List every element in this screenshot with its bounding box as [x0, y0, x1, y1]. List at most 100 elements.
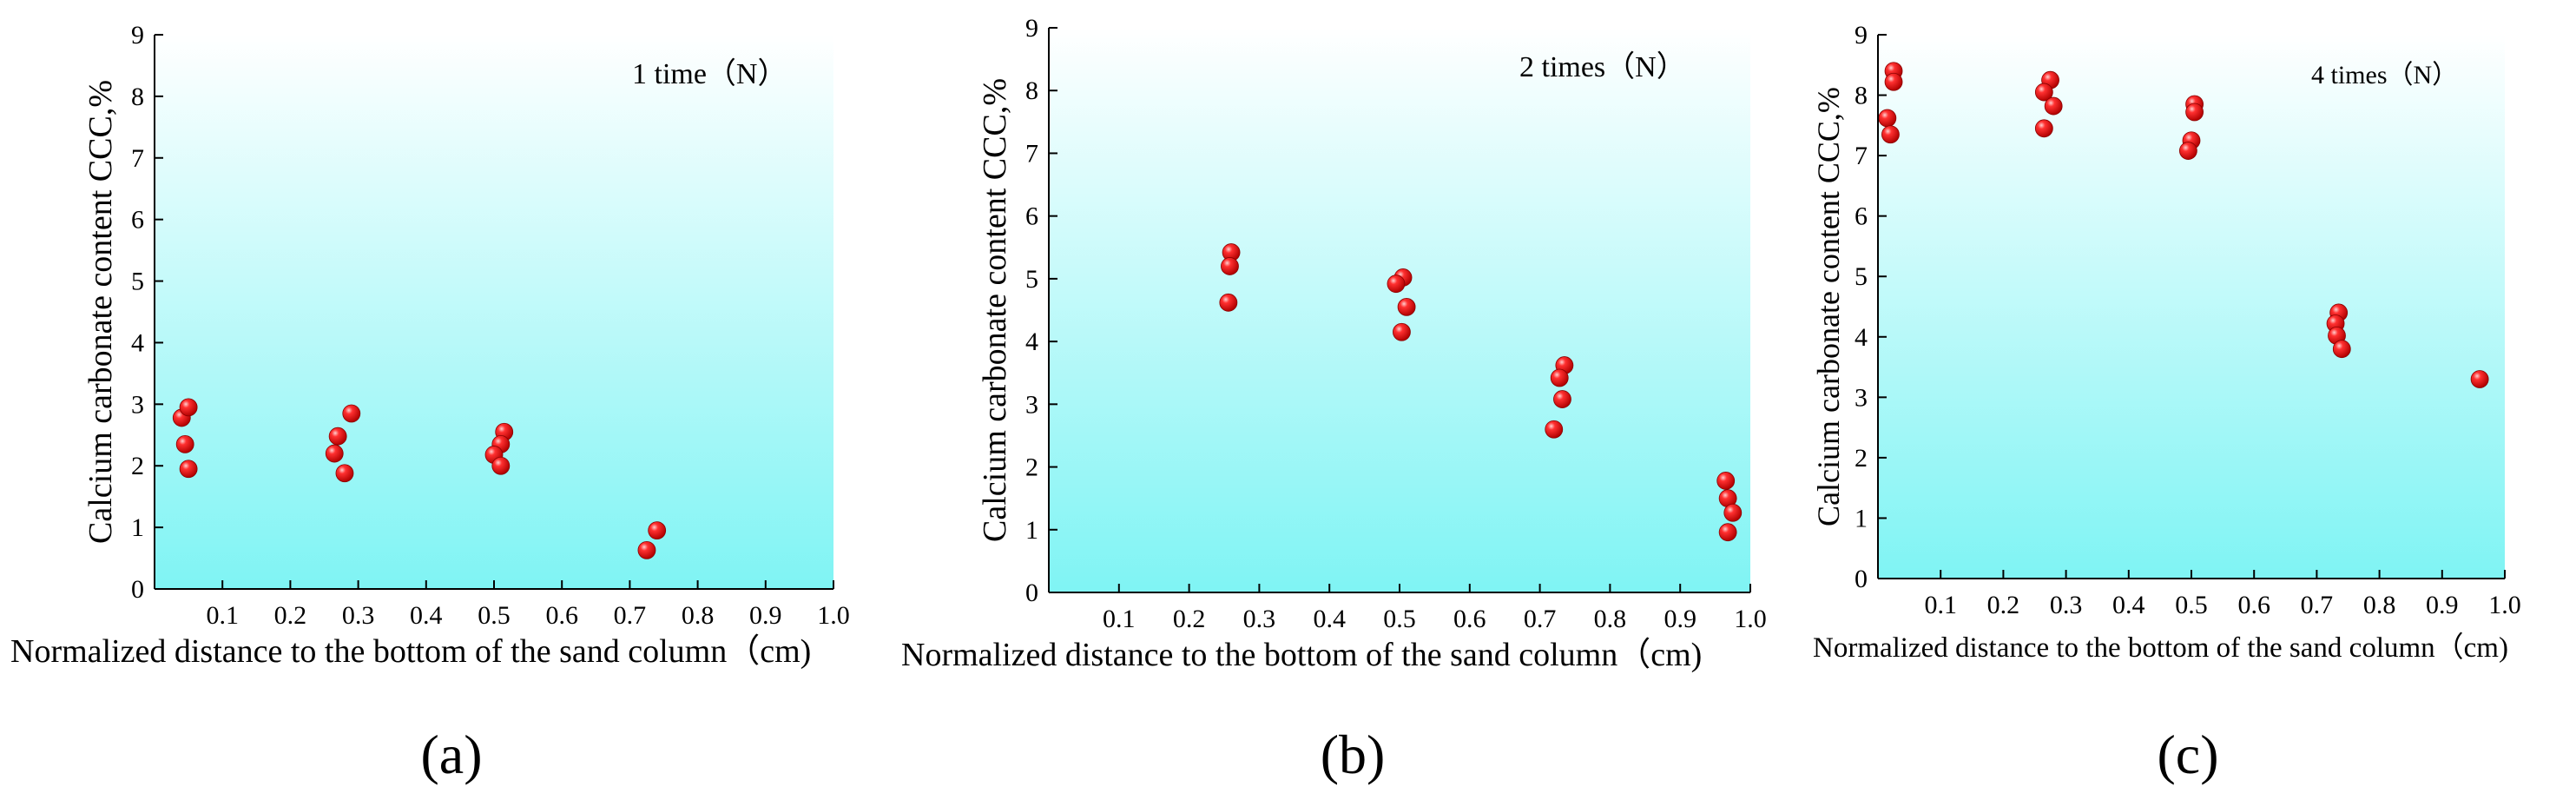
x-axis-label-b: Normalized distance to the bottom of the… — [901, 637, 1702, 673]
x-tick-label: 0.5 — [2175, 591, 2208, 619]
y-tick-label: 6 — [131, 206, 144, 235]
x-tick-label: 0.7 — [2301, 591, 2334, 619]
data-point — [1393, 322, 1411, 341]
y-tick-label: 1 — [1025, 516, 1038, 545]
x-tick-label: 0.8 — [682, 601, 715, 630]
data-point — [648, 521, 667, 540]
plot-area-c — [1878, 35, 2505, 579]
y-tick-label: 3 — [1855, 383, 1868, 412]
y-ticks-a: 0 1 2 3 4 5 6 7 8 9 — [131, 21, 163, 604]
y-tick-label: 8 — [1025, 76, 1038, 105]
y-ticks-c: 0 1 2 3 4 5 6 7 8 9 — [1855, 21, 1887, 593]
x-tick-label: 0.6 — [1453, 605, 1486, 633]
y-tick-label: 8 — [131, 83, 144, 111]
x-tick-label: 0.9 — [749, 601, 782, 630]
y-tick-label: 0 — [131, 575, 144, 604]
data-point — [335, 464, 354, 483]
y-tick-label: 9 — [1855, 21, 1868, 50]
x-tick-label: 0.5 — [478, 601, 511, 630]
data-point — [2178, 142, 2197, 160]
data-point — [1884, 72, 1903, 91]
data-point — [1723, 503, 1743, 522]
data-point — [1881, 125, 1900, 144]
y-tick-label: 4 — [1025, 327, 1038, 356]
x-tick-label: 1.0 — [2488, 591, 2521, 619]
y-tick-label: 5 — [1025, 265, 1038, 294]
y-ticks-b: 0 1 2 3 4 5 6 7 8 9 — [1025, 14, 1057, 607]
y-tick-label: 6 — [1025, 202, 1038, 231]
x-tick-label: 0.4 — [1313, 605, 1346, 633]
x-ticks-c: 0.1 0.2 0.3 0.4 0.5 0.6 0.7 0.8 0.9 1.0 — [1924, 570, 2521, 619]
data-point — [2044, 96, 2063, 116]
points-a — [172, 398, 667, 559]
points-b — [1219, 243, 1743, 542]
x-axis-label-a: Normalized distance to the bottom of the… — [10, 633, 811, 670]
y-tick-label: 4 — [131, 328, 144, 357]
y-tick-label: 0 — [1025, 579, 1038, 607]
x-tick-label: 0.6 — [545, 601, 578, 630]
x-tick-label: 0.3 — [1243, 605, 1276, 633]
x-tick-label: 0.8 — [2363, 591, 2396, 619]
x-ticks-a: 0.1 0.2 0.3 0.4 0.5 0.6 0.7 0.8 0.9 1.0 — [206, 580, 850, 630]
y-tick-label: 4 — [1855, 323, 1868, 352]
y-tick-label: 8 — [1855, 82, 1868, 110]
data-point — [1397, 297, 1416, 316]
x-tick-label: 0.1 — [206, 601, 239, 630]
x-tick-label: 0.7 — [1524, 605, 1557, 633]
data-point — [2034, 83, 2053, 102]
caption-a: (a) — [420, 724, 482, 785]
data-point — [637, 540, 656, 559]
data-point — [179, 460, 198, 479]
y-tick-label: 1 — [1855, 504, 1868, 532]
data-point — [2332, 340, 2351, 359]
x-tick-label: 0.2 — [274, 601, 307, 630]
y-tick-label: 6 — [1855, 202, 1868, 231]
x-tick-label: 0.9 — [1664, 605, 1696, 633]
x-tick-label: 0.7 — [614, 601, 647, 630]
y-tick-label: 9 — [1025, 14, 1038, 43]
data-point — [175, 435, 194, 453]
x-tick-label: 0.4 — [410, 601, 443, 630]
panel-title-b: 2 times（N） — [1519, 50, 1686, 83]
panel-b: 0 1 2 3 4 5 6 7 8 9 0.1 0.2 0.3 0.4 0.5 0.6 0.7 0.8 0.9 1.… — [901, 14, 1767, 785]
y-tick-label: 5 — [1855, 262, 1868, 291]
x-tick-label: 0.4 — [2112, 591, 2145, 619]
data-point — [1221, 257, 1239, 275]
data-point — [491, 456, 511, 475]
y-axis-label-c: Calcium carbonate content CCC,% — [1811, 87, 1846, 526]
x-tick-label: 0.2 — [1987, 591, 2020, 619]
y-tick-label: 1 — [131, 513, 144, 542]
y-tick-label: 3 — [131, 390, 144, 419]
x-tick-label: 0.3 — [2050, 591, 2083, 619]
y-axis-label-b: Calcium carbonate content CCC,% — [977, 78, 1013, 542]
panel-title-a: 1 time（N） — [632, 57, 787, 90]
x-ticks-b: 0.1 0.2 0.3 0.4 0.5 0.6 0.7 0.8 0.9 1.0 — [1103, 584, 1767, 633]
x-tick-label: 0.1 — [1103, 605, 1136, 633]
plot-area-a — [155, 35, 833, 589]
data-point — [2034, 119, 2053, 138]
y-tick-label: 3 — [1025, 390, 1038, 419]
x-tick-label: 1.0 — [1734, 605, 1767, 633]
caption-b: (b) — [1321, 724, 1386, 785]
points-c — [1878, 62, 2489, 388]
x-tick-label: 0.5 — [1383, 605, 1416, 633]
data-point — [1387, 275, 1406, 294]
y-tick-label: 9 — [131, 21, 144, 50]
y-tick-label: 5 — [131, 268, 144, 296]
y-tick-label: 7 — [1025, 139, 1038, 168]
data-point — [1219, 293, 1238, 312]
y-tick-label: 2 — [1025, 453, 1038, 482]
data-point — [1878, 109, 1897, 128]
x-tick-label: 0.8 — [1594, 605, 1627, 633]
y-tick-label: 0 — [1855, 565, 1868, 593]
data-point — [325, 444, 344, 463]
y-axis-label-a: Calcium carbonate content CCC,% — [82, 80, 119, 544]
x-tick-label: 0.2 — [1173, 605, 1206, 633]
data-point — [2470, 370, 2489, 388]
data-point — [179, 398, 198, 417]
panel-a: 0 1 2 3 4 5 6 7 8 9 0.1 0.2 0.3 0.4 0.5 0.6 0.7 0.8 0.9 1.… — [10, 21, 850, 785]
x-tick-label: 0.9 — [2426, 591, 2459, 619]
data-point — [1718, 523, 1737, 542]
panel-c: 0 1 2 3 4 5 6 7 8 9 0.1 0.2 0.3 0.4 0.5 0.6 0.7 0.8 0.9 1.… — [1811, 21, 2521, 785]
data-point — [2185, 103, 2204, 122]
